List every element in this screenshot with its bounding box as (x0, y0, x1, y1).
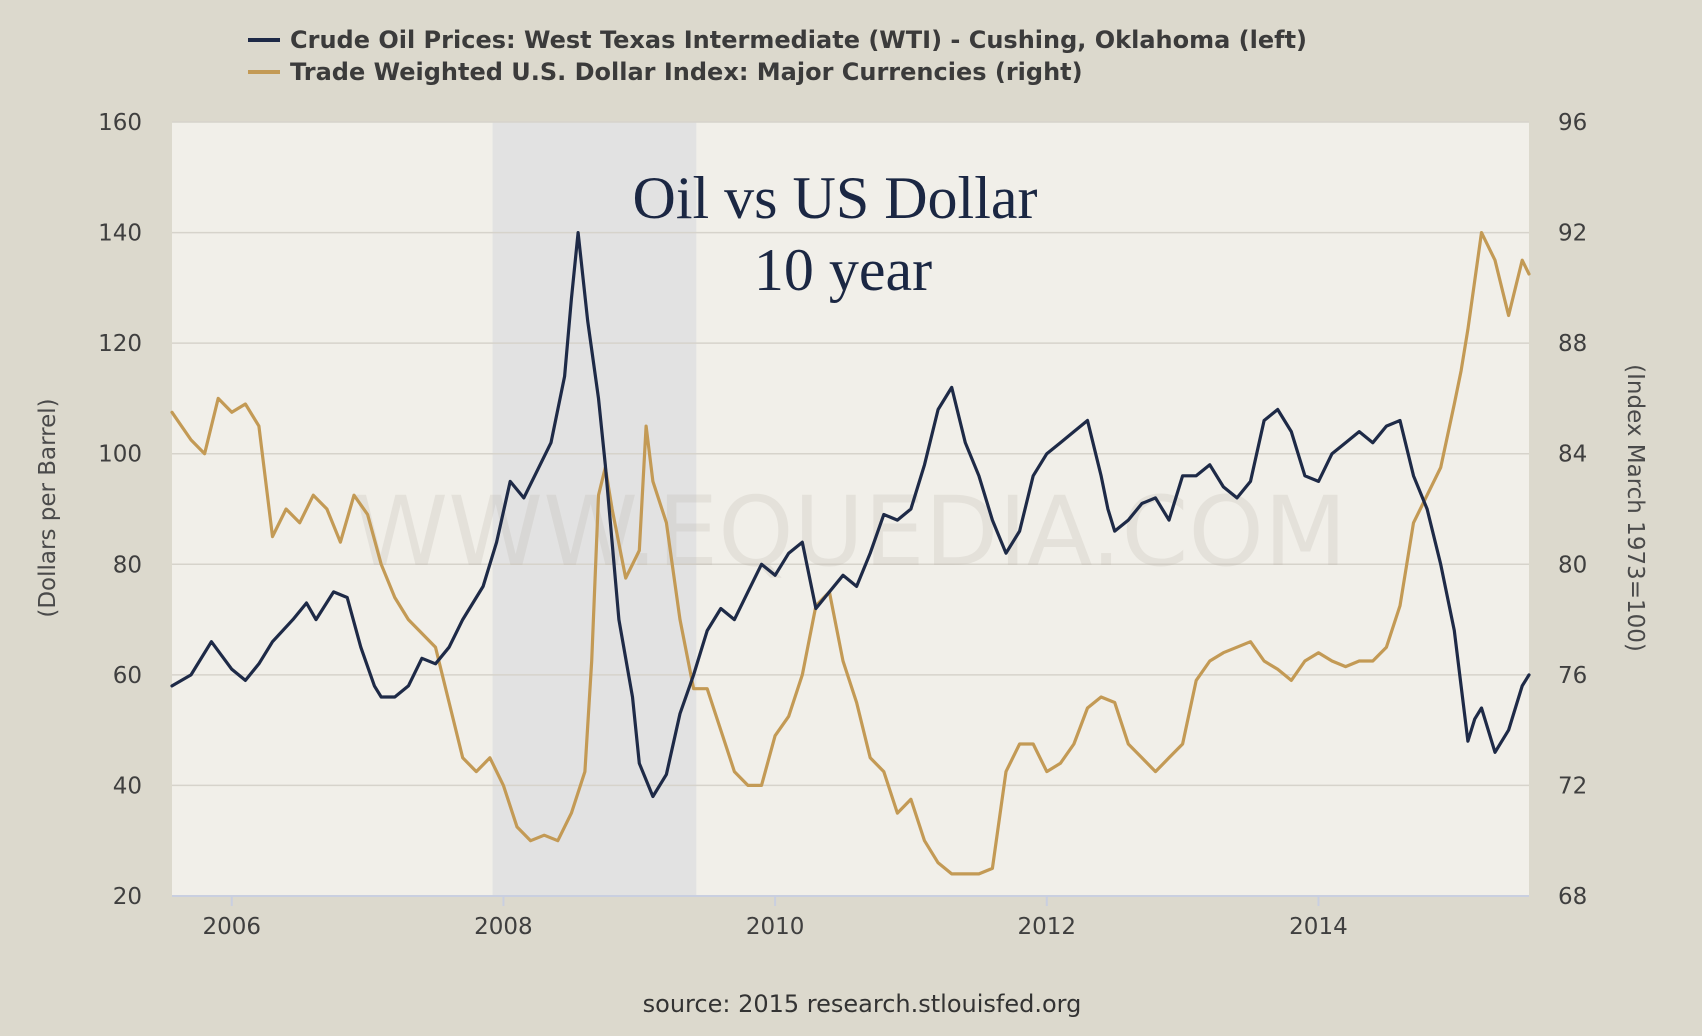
watermark: WWW.EQUEDIA.COM (353, 476, 1347, 588)
chart-subtitle: 10 year (754, 237, 932, 303)
y-left-tick-label: 20 (113, 884, 142, 910)
y-right-tick-label: 96 (1558, 110, 1587, 136)
right-axis: 68 72 76 80 84 88 92 96 (1558, 110, 1587, 910)
legend: Crude Oil Prices: West Texas Intermediat… (248, 26, 1307, 86)
plot-background (172, 122, 1529, 896)
legend-label-oil: Crude Oil Prices: West Texas Intermediat… (290, 26, 1307, 54)
y-right-tick-label: 72 (1558, 773, 1587, 799)
y-left-tick-label: 120 (98, 331, 142, 357)
source-note: source: 2015 research.stlouisfed.org (643, 990, 1082, 1018)
y-right-tick-label: 68 (1558, 884, 1587, 910)
y-right-tick-label: 76 (1558, 663, 1587, 689)
x-tick-label: 2010 (746, 914, 805, 940)
y-left-tick-label: 40 (113, 773, 142, 799)
y-right-tick-label: 80 (1558, 552, 1587, 578)
y-right-tick-label: 88 (1558, 331, 1587, 357)
x-tick-label: 2014 (1289, 914, 1348, 940)
gridlines (172, 121, 1529, 897)
x-tick-label: 2006 (202, 914, 261, 940)
y-axis-right-label: (Index March 1973=100) (1622, 364, 1648, 652)
left-axis: 20 40 60 80 100 120 140 160 (98, 110, 142, 910)
series-line-oil (170, 231, 1531, 799)
x-tick-label: 2012 (1018, 914, 1077, 940)
y-left-tick-label: 160 (98, 110, 142, 136)
y-right-tick-label: 84 (1558, 442, 1587, 468)
series-layer (170, 231, 1531, 876)
y-right-tick-label: 92 (1558, 221, 1587, 247)
y-axis-left-label: (Dollars per Barrel) (35, 398, 61, 617)
legend-label-dollar: Trade Weighted U.S. Dollar Index: Major … (290, 58, 1083, 86)
y-left-tick-label: 100 (98, 442, 142, 468)
x-axis: 2006 2008 2010 2012 2014 (202, 896, 1348, 940)
y-left-tick-label: 80 (113, 552, 142, 578)
y-left-tick-label: 60 (113, 663, 142, 689)
x-tick-label: 2008 (474, 914, 533, 940)
chart-title: Oil vs US Dollar (633, 165, 1038, 231)
series-line-dollar (170, 231, 1531, 876)
y-left-tick-label: 140 (98, 221, 142, 247)
